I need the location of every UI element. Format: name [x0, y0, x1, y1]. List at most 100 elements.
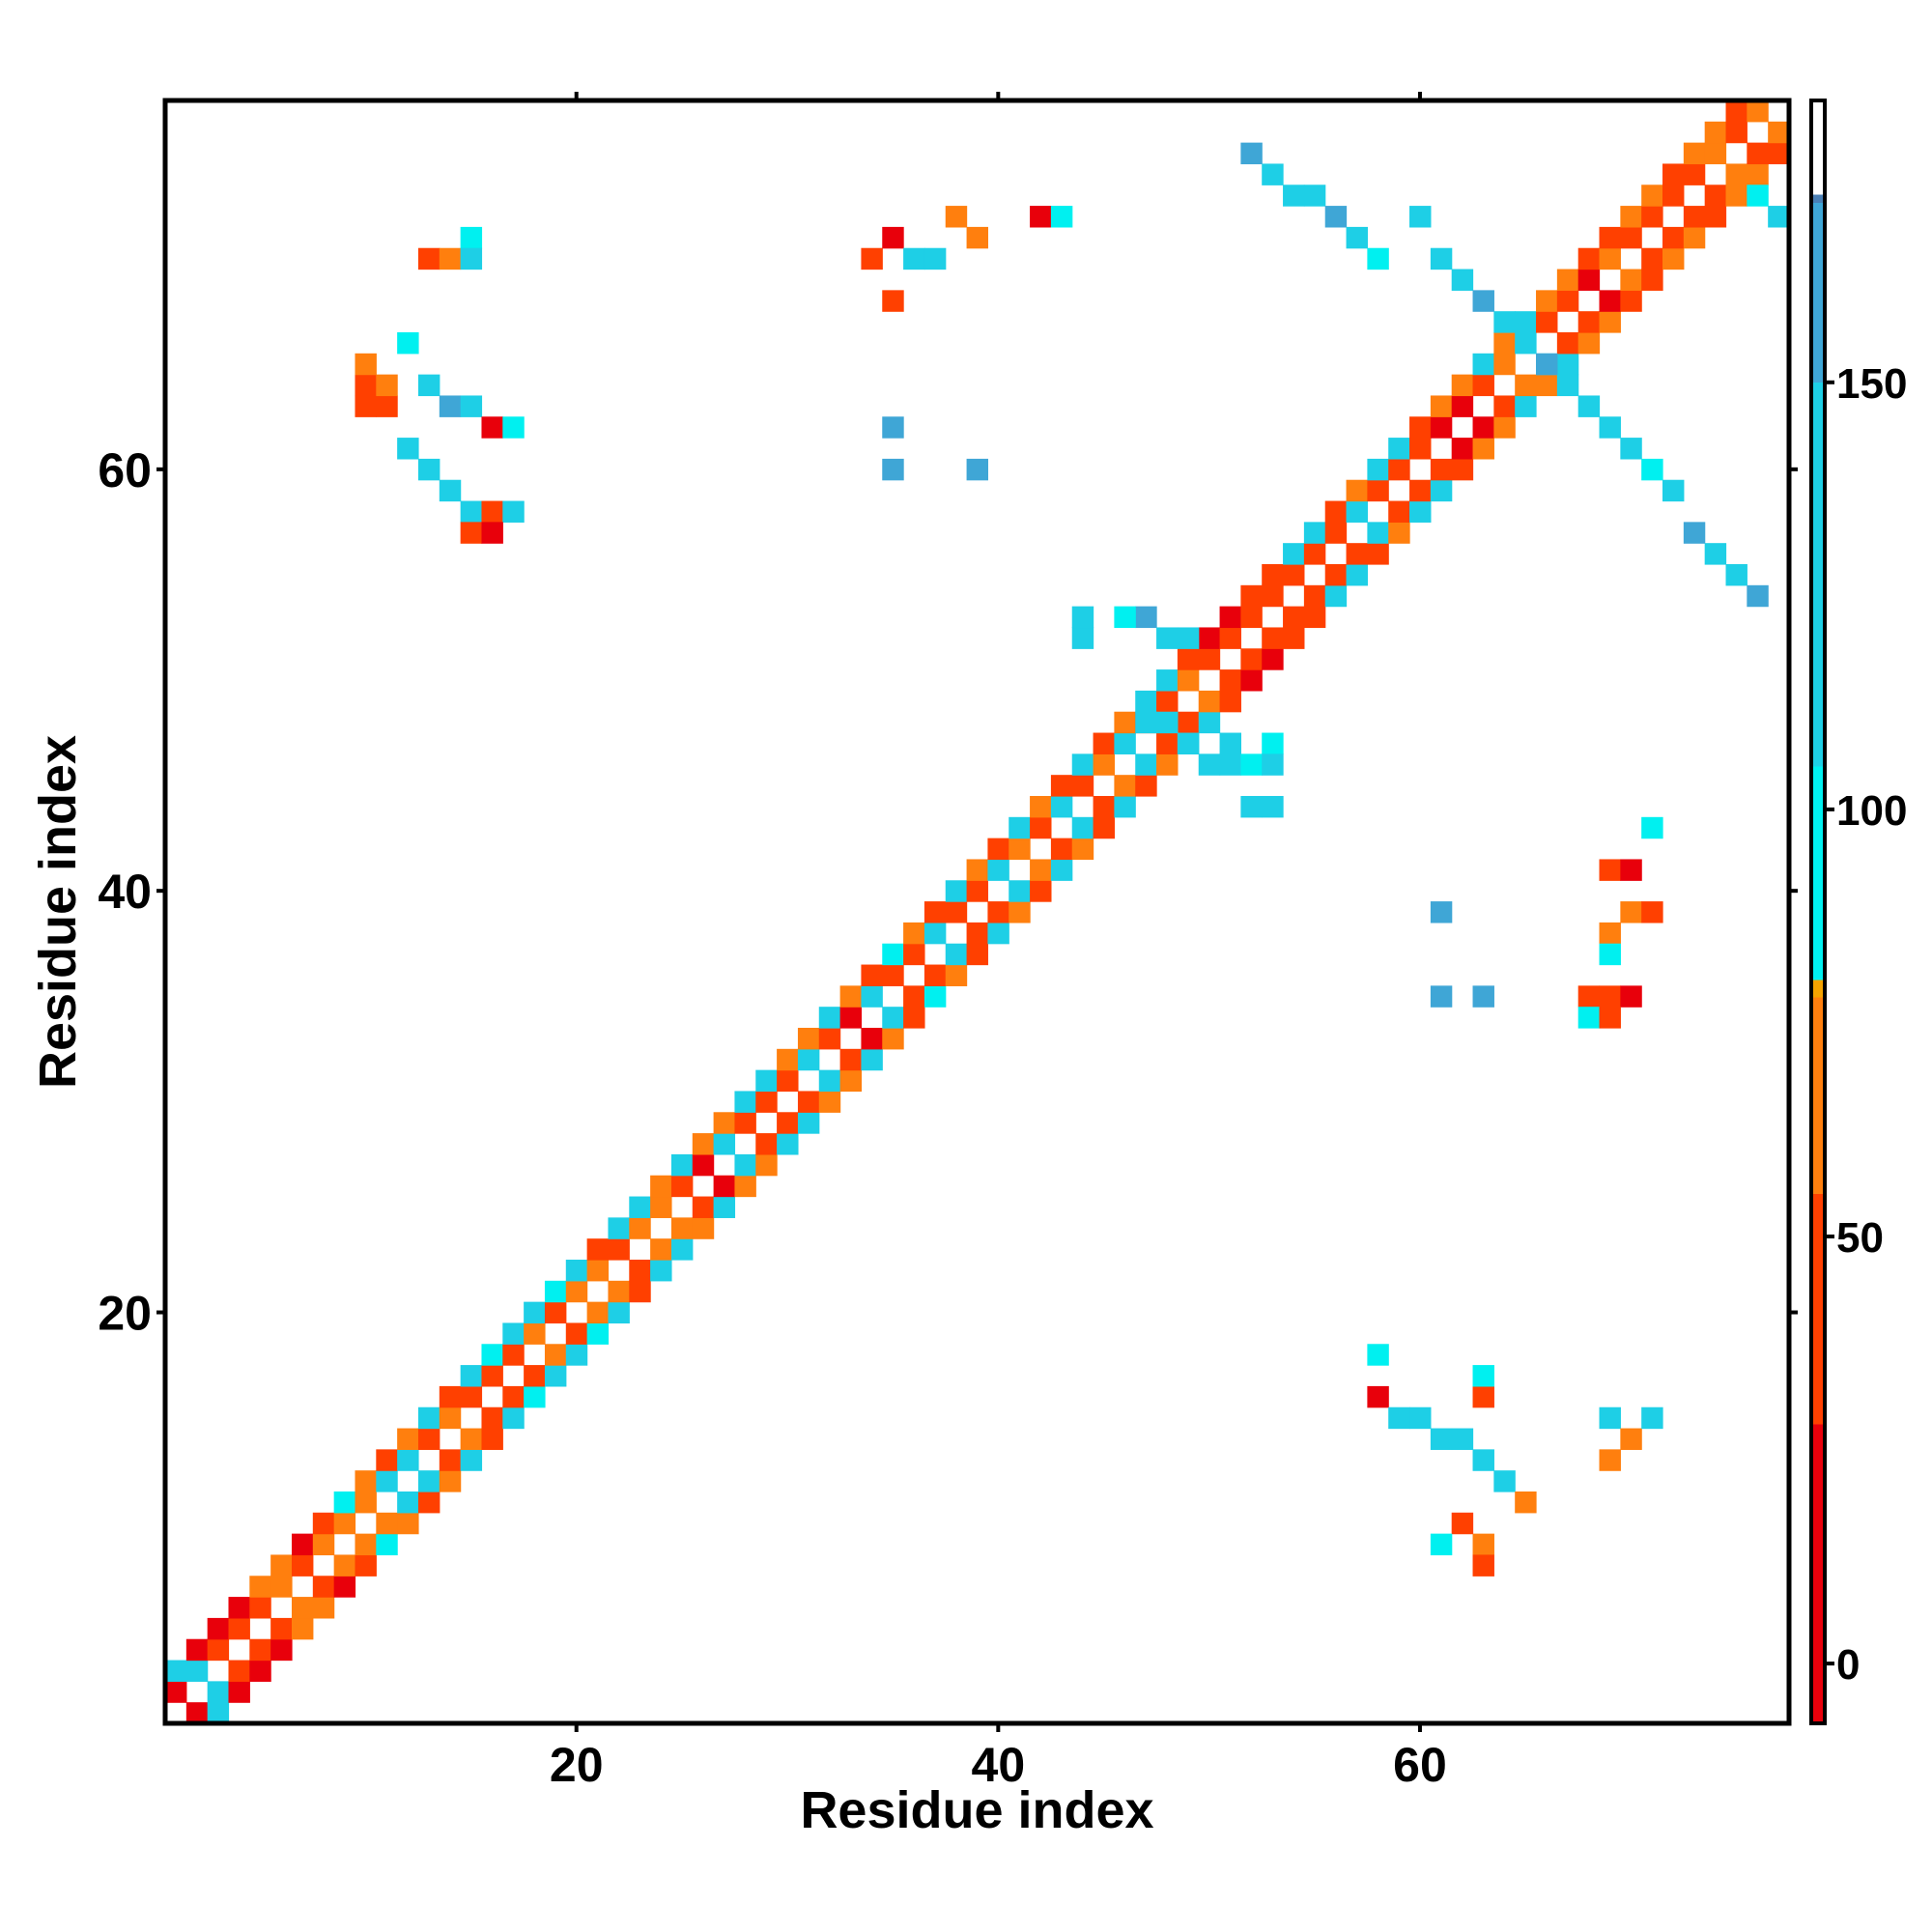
- heatmap-cell: [882, 290, 904, 312]
- heatmap-cell: [1599, 922, 1621, 945]
- heatmap-cell: [355, 1533, 377, 1556]
- colorbar-tick-label: 0: [1836, 1641, 1860, 1689]
- heatmap-cell: [839, 1069, 863, 1093]
- heatmap-cell: [1240, 142, 1263, 165]
- heatmap-cell: [1367, 458, 1389, 481]
- heatmap-cell: [565, 1344, 588, 1366]
- heatmap-cell: [228, 1681, 250, 1703]
- heatmap-cell: [502, 1322, 525, 1345]
- heatmap-cell: [1262, 648, 1284, 670]
- heatmap-cell: [1599, 416, 1621, 439]
- heatmap-cell: [481, 1365, 503, 1387]
- heatmap-cell: [1219, 627, 1241, 649]
- heatmap-cell: [544, 1301, 567, 1324]
- heatmap-cell: [291, 1533, 314, 1556]
- heatmap-cell: [1135, 606, 1157, 629]
- heatmap-cell: [882, 943, 904, 966]
- heatmap-cell: [270, 1617, 293, 1640]
- y-axis-label: Residue index: [29, 735, 87, 1089]
- y-tick-label: 40: [98, 865, 152, 919]
- heatmap-cell: [882, 1027, 904, 1050]
- heatmap-cell: [903, 922, 925, 945]
- heatmap-cell: [1577, 331, 1601, 355]
- heatmap-cell: [207, 1702, 230, 1724]
- heatmap-cell: [1409, 206, 1432, 228]
- heatmap-cell: [1030, 795, 1052, 818]
- heatmap-cell: [1577, 269, 1601, 291]
- heatmap-cell: [1240, 753, 1263, 776]
- heatmap-cell: [544, 1280, 567, 1303]
- heatmap-cell: [1346, 543, 1368, 565]
- heatmap-cell: [1472, 438, 1494, 460]
- heatmap-cell: [1156, 753, 1179, 776]
- heatmap-cell: [608, 1301, 630, 1324]
- heatmap-cell: [460, 1428, 483, 1450]
- heatmap-cell: [1388, 438, 1410, 460]
- heatmap-cell: [1050, 859, 1073, 881]
- heatmap-cell: [1683, 206, 1706, 228]
- heatmap-cell: [1472, 1365, 1494, 1387]
- heatmap-cell: [1324, 206, 1348, 228]
- heatmap-cell: [987, 922, 1009, 945]
- heatmap-cell: [1641, 901, 1663, 923]
- heatmap-cell: [1599, 1406, 1621, 1430]
- heatmap-cell: [861, 964, 883, 986]
- heatmap-cell: [1577, 985, 1601, 1008]
- heatmap-cell: [355, 1470, 377, 1492]
- heatmap-cell: [1704, 543, 1727, 565]
- heatmap-cell: [1451, 458, 1474, 481]
- heatmap-cell: [417, 247, 440, 270]
- axes: 20 40 60 20 40 60 0 50 100 150: [98, 92, 1907, 1792]
- heatmap-cell: [923, 922, 947, 945]
- heatmap-cell: [1430, 458, 1453, 481]
- heatmap-cell: [777, 1069, 799, 1093]
- heatmap-cell: [1177, 648, 1200, 670]
- heatmap-cell: [1725, 185, 1747, 207]
- heatmap-cell: [1240, 669, 1263, 692]
- heatmap-cell: [1556, 331, 1579, 355]
- heatmap-cell: [1156, 627, 1179, 649]
- heatmap-cell: [1493, 416, 1516, 439]
- heatmap-cell: [586, 1259, 610, 1282]
- heatmap-cell: [1620, 269, 1642, 291]
- heatmap-cell: [1240, 584, 1263, 608]
- heatmap-cell: [376, 1449, 398, 1471]
- colorbar-frame: [1809, 99, 1827, 1725]
- heatmap-cell: [460, 226, 483, 249]
- heatmap-cell: [818, 1007, 841, 1029]
- heatmap-cell: [376, 395, 398, 417]
- heatmap-cell: [270, 1638, 293, 1662]
- heatmap-cell: [355, 353, 377, 376]
- heatmap-cell: [502, 416, 525, 439]
- heatmap-cell: [1747, 584, 1769, 608]
- heatmap-cell: [818, 1027, 841, 1050]
- heatmap-cell: [460, 522, 483, 544]
- heatmap-cell: [1030, 206, 1052, 228]
- heatmap-cell: [966, 943, 989, 966]
- heatmap-cell: [903, 247, 925, 270]
- heatmap-cell: [1577, 1007, 1601, 1029]
- heatmap-cell: [355, 374, 377, 397]
- heatmap-cell: [1493, 331, 1516, 355]
- heatmap-cell: [1683, 142, 1706, 165]
- heatmap-cell: [713, 1112, 736, 1134]
- heatmap-cell: [1262, 753, 1284, 776]
- heatmap-cell: [1135, 711, 1157, 734]
- heatmap-cell: [734, 1153, 756, 1177]
- heatmap-cell: [439, 247, 462, 270]
- heatmap-cell: [1472, 416, 1494, 439]
- heatmap-cell: [650, 1259, 672, 1282]
- x-tick-label: 20: [550, 1738, 604, 1792]
- heatmap-cell: [777, 1048, 799, 1071]
- heatmap-cell: [1662, 226, 1685, 249]
- heatmap-cell: [608, 1217, 630, 1239]
- heatmap-cell: [1283, 627, 1305, 649]
- heatmap-cell: [713, 1133, 736, 1155]
- heatmap-cell: [1599, 1007, 1621, 1029]
- heatmap-cell: [417, 1428, 440, 1450]
- heatmap-cell: [1768, 121, 1790, 144]
- heatmap-cell: [903, 943, 925, 966]
- heatmap-cell: [1367, 522, 1389, 544]
- heatmap-cell: [1515, 374, 1537, 397]
